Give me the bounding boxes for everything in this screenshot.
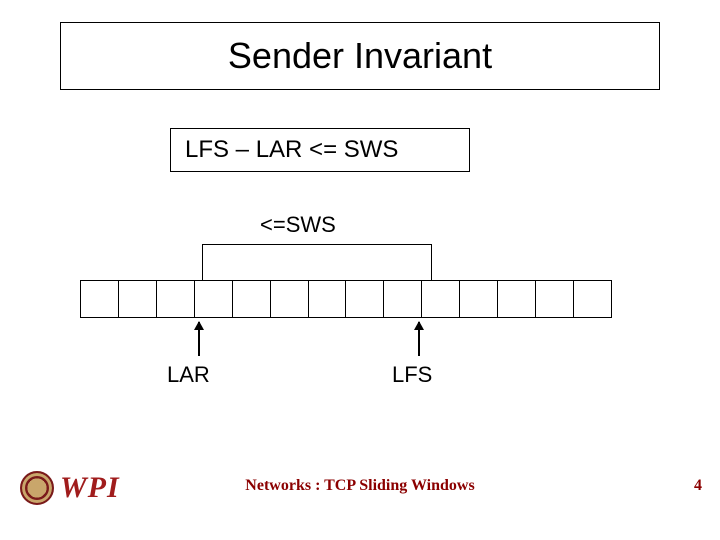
lfs-label: LFS	[392, 362, 432, 388]
lfs-arrow	[418, 322, 420, 356]
buffer-cell	[536, 281, 574, 317]
buffer-cell	[233, 281, 271, 317]
buffer-cell	[422, 281, 460, 317]
page-number: 4	[694, 477, 702, 495]
buffer-cell	[119, 281, 157, 317]
buffer-cell	[460, 281, 498, 317]
invariant-box: LFS – LAR <= SWS	[170, 128, 470, 172]
bracket-top-line	[202, 244, 432, 245]
bracket-right-drop	[431, 244, 432, 280]
buffer-cell	[309, 281, 347, 317]
lar-arrow	[198, 322, 200, 356]
buffer-cell	[498, 281, 536, 317]
buffer-cell	[271, 281, 309, 317]
buffer-cell	[81, 281, 119, 317]
buffer-cell	[195, 281, 233, 317]
slide-title: Sender Invariant	[228, 35, 492, 77]
lar-label: LAR	[167, 362, 210, 388]
buffer-cell	[346, 281, 384, 317]
title-box: Sender Invariant	[60, 22, 660, 90]
buffer-cell	[157, 281, 195, 317]
sws-bracket-label: <=SWS	[260, 212, 336, 238]
invariant-expression: LFS – LAR <= SWS	[185, 136, 398, 164]
buffer-cell	[574, 281, 611, 317]
bracket-left-drop	[202, 244, 203, 280]
buffer-cells-row	[80, 280, 612, 318]
footer-caption: Networks : TCP Sliding Windows	[0, 477, 720, 495]
buffer-cell	[384, 281, 422, 317]
